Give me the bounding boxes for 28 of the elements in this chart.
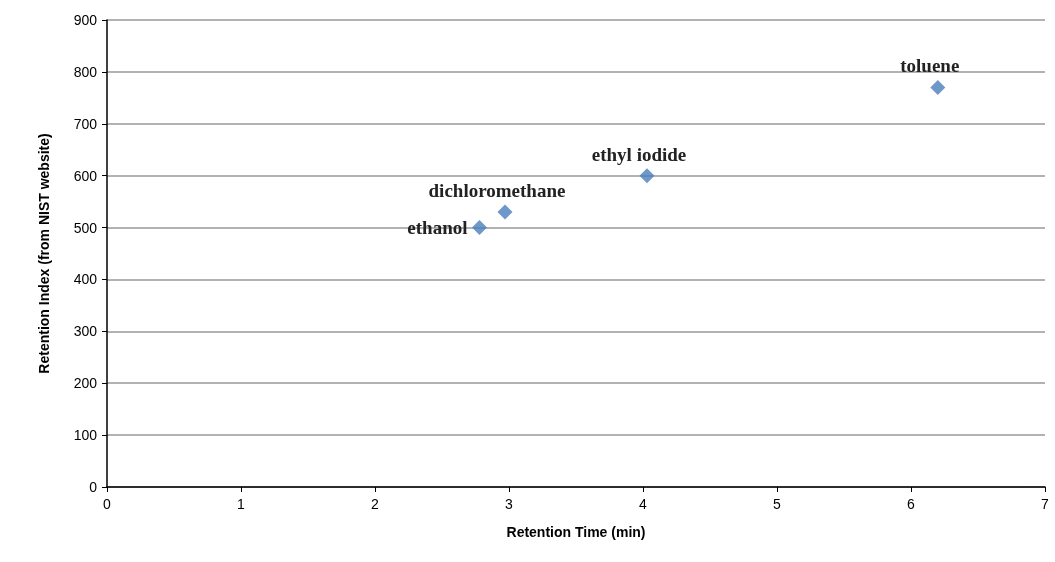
x-tick-label: 0 [103, 496, 112, 512]
y-tick-label: 300 [73, 323, 98, 340]
y-tick-label: 100 [73, 427, 98, 444]
y-axis-title: Retention Index (from NIST website) [36, 133, 52, 374]
y-tick-label: 400 [73, 271, 98, 288]
annotation: ethyl iodide [591, 143, 687, 165]
y-tick-label: 0 [89, 479, 98, 495]
y-tick-label: 800 [73, 63, 98, 80]
x-tick-label: 7 [1041, 496, 1050, 512]
point [639, 168, 655, 184]
x-tick-label: 1 [237, 496, 246, 512]
annotation: toluene [900, 55, 960, 77]
y-tick-label: 500 [73, 219, 98, 236]
x-tick-label: 6 [907, 496, 916, 512]
y-tick-label: 600 [73, 167, 98, 184]
x-tick-label: 2 [371, 496, 380, 512]
y-tick-label: 200 [73, 375, 98, 392]
x-tick-label: 5 [773, 496, 782, 512]
annotation: ethanol [407, 217, 468, 239]
x-tick-label: 4 [639, 496, 648, 512]
x-tick-label: 3 [505, 496, 514, 512]
point [930, 79, 946, 95]
y-tick-label: 900 [73, 12, 98, 28]
y-tick-label: 700 [73, 115, 98, 132]
annotation: dichloromethane [428, 179, 566, 201]
x-axis-title: Retention Time (min) [506, 524, 646, 540]
point [497, 204, 513, 220]
point [472, 220, 488, 236]
